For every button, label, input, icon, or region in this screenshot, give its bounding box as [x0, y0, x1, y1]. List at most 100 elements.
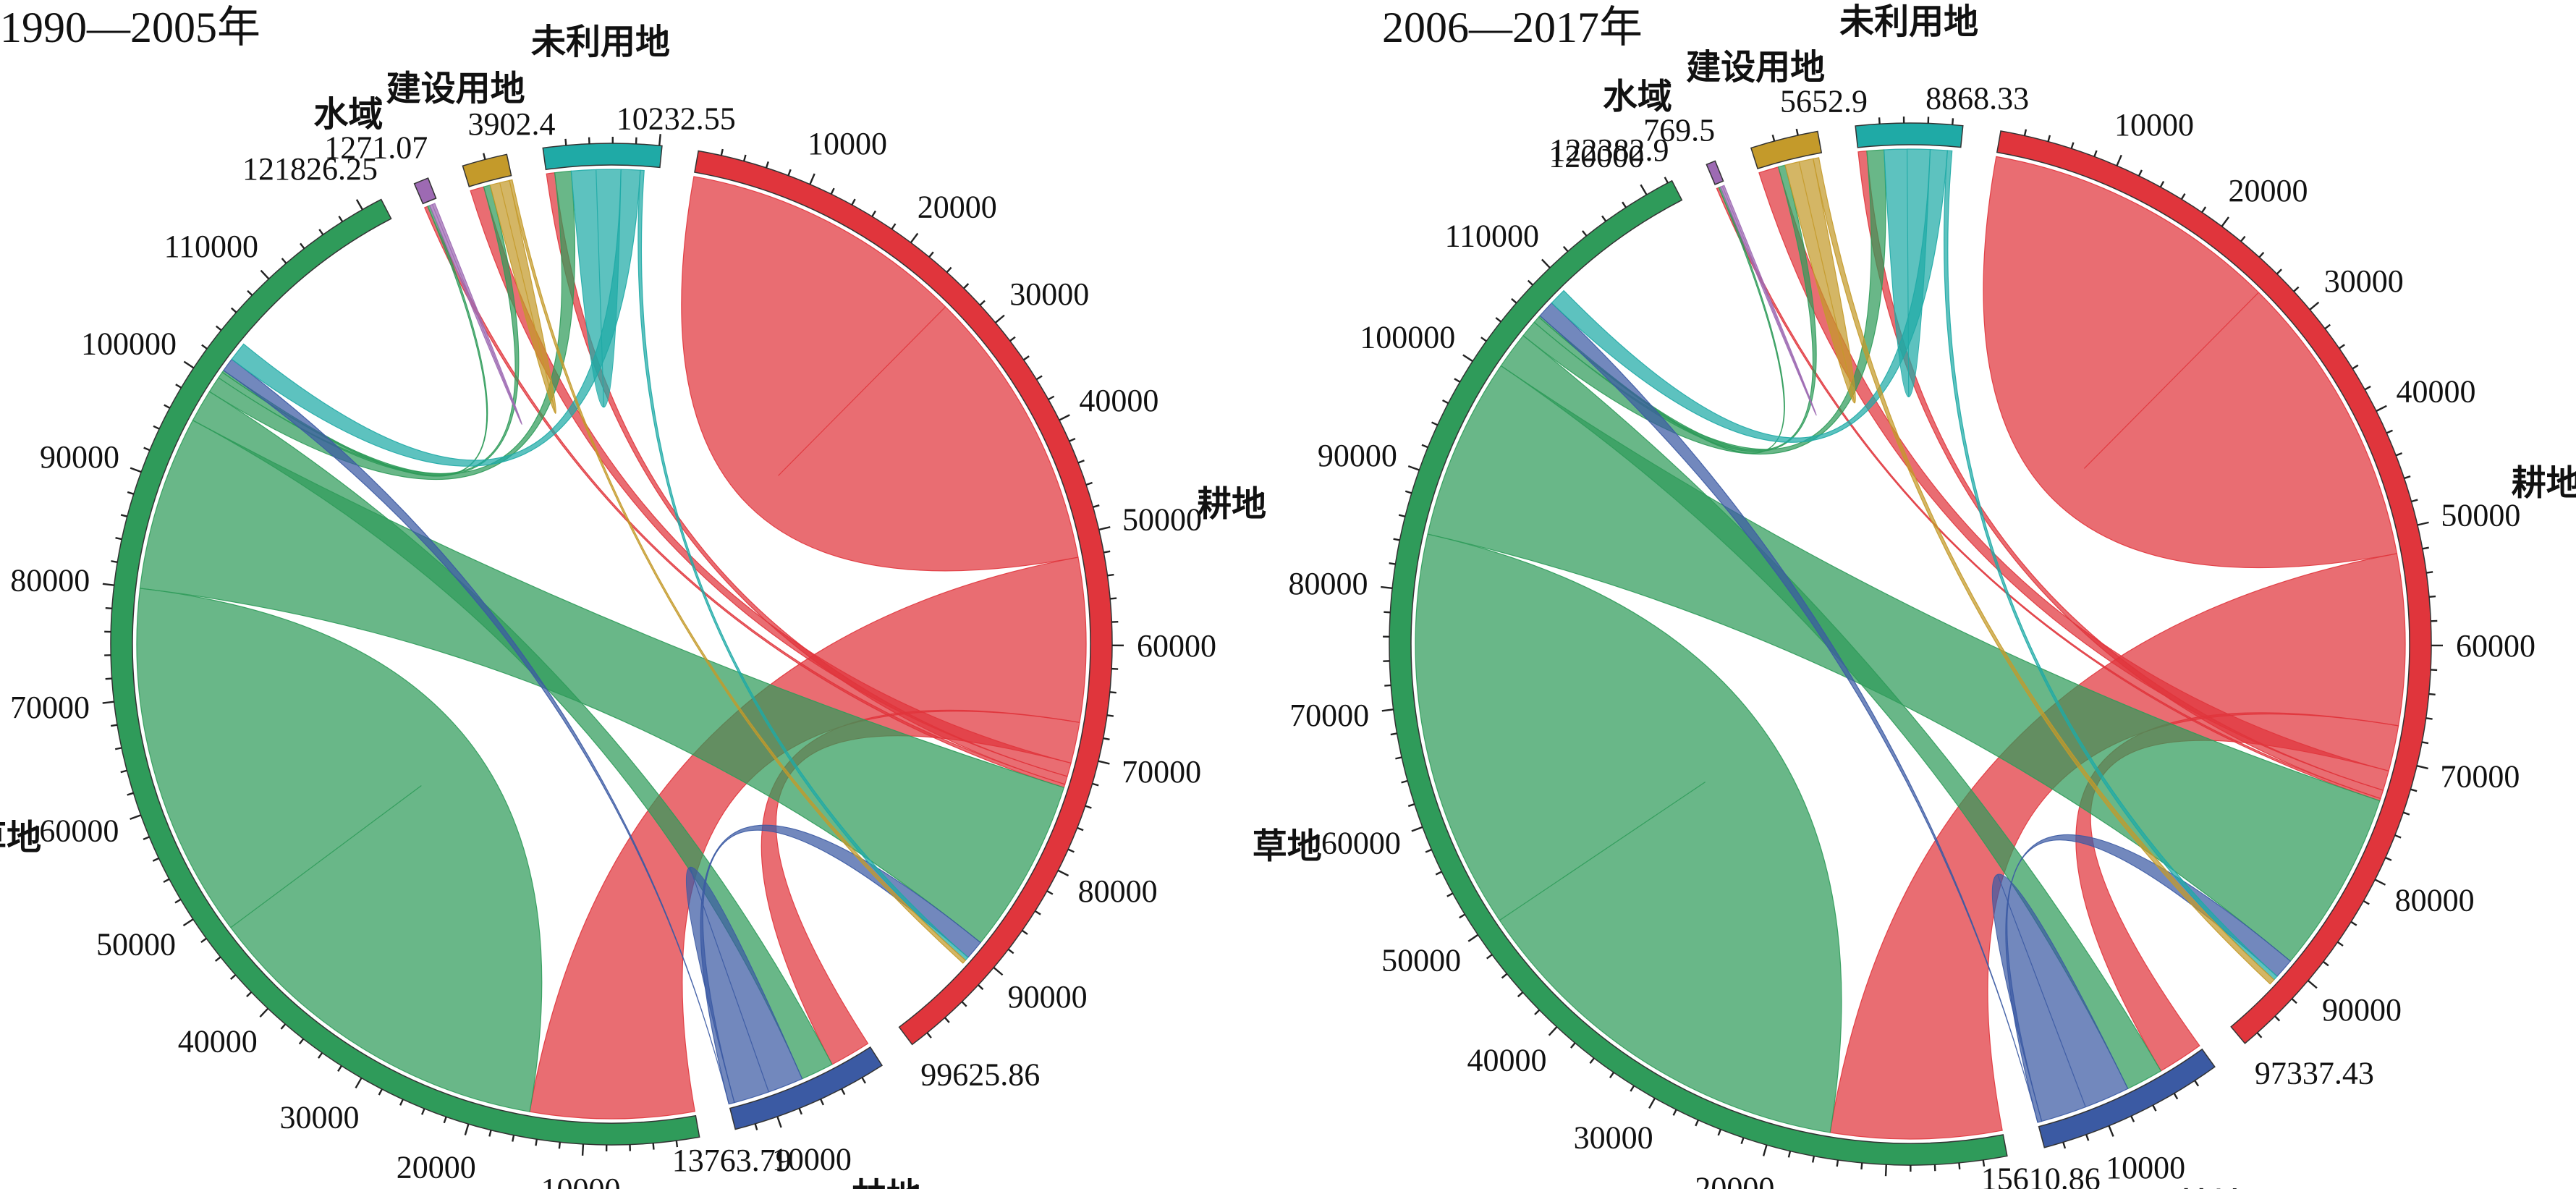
tick-mark [2291, 998, 2297, 1004]
tick-label: 90000 [1318, 438, 1397, 473]
tick-mark [102, 583, 114, 586]
tick-label: 60000 [1137, 628, 1216, 664]
tick-label: 40000 [178, 1024, 258, 1059]
tick-mark [338, 216, 344, 222]
group-total-label: 99625.86 [920, 1057, 1040, 1092]
chord-panel-1990-2005: 1990—2005年 10000 20000 30000 40000 50000 6000… [0, 4, 1266, 1189]
tick-mark [111, 560, 118, 563]
tick-mark [1398, 514, 1406, 517]
tick-mark [443, 1116, 447, 1124]
group-total-label: 1271.07 [324, 130, 428, 165]
tick-mark [2256, 1032, 2263, 1038]
tick-label: 30000 [280, 1099, 360, 1135]
chord-ribbon [637, 169, 969, 961]
tick-label: 60000 [2456, 628, 2535, 664]
tick-mark [1462, 354, 1473, 363]
tick-mark [564, 138, 567, 145]
tick-mark [2425, 717, 2433, 720]
tick-mark [851, 198, 856, 206]
tick-mark [421, 1108, 425, 1115]
tick-mark [2293, 286, 2300, 292]
tick-mark [1048, 395, 1055, 401]
group-arc [1750, 130, 1823, 169]
tick-mark [102, 701, 114, 704]
tick-mark [1534, 1009, 1541, 1015]
tick-mark [317, 1052, 323, 1059]
tick-mark [114, 747, 122, 750]
tick-label: 50000 [1122, 502, 1202, 538]
tick-mark [1441, 399, 1449, 405]
tick-mark [488, 1130, 492, 1137]
tick-mark [658, 134, 661, 146]
tick-mark [1740, 1137, 1745, 1145]
tick-mark [163, 878, 170, 884]
tick-mark [1384, 684, 1391, 687]
tick-mark [130, 467, 142, 473]
chord-ribbon [192, 391, 833, 1080]
group-name-label: 建设用地 [386, 69, 525, 109]
tick-mark [754, 1123, 758, 1130]
tick-mark [1511, 297, 1517, 304]
group-name-label: 林地 [852, 1176, 921, 1189]
tick-mark [143, 447, 151, 452]
tick-mark [2323, 960, 2329, 967]
chord-ribbon [423, 206, 1066, 788]
tick-mark [1648, 1097, 1656, 1109]
tick-mark [841, 1088, 846, 1096]
tick-mark [994, 314, 1005, 323]
group-total-label: 15610.86 [1981, 1161, 2101, 1189]
tick-mark [1106, 714, 1114, 717]
tick-mark [1067, 848, 1075, 853]
tick-mark [246, 991, 253, 997]
tick-mark [1059, 414, 1070, 421]
tick-mark [2276, 268, 2282, 275]
tick-label: 10000 [2114, 107, 2194, 143]
tick-mark [1695, 1120, 1700, 1127]
tick-mark [143, 836, 150, 841]
tick-mark [861, 1077, 866, 1084]
tick-mark [1407, 803, 1415, 808]
tick-label: 40000 [2396, 373, 2475, 409]
tick-mark [318, 229, 324, 235]
group-total-label: 97337.43 [2255, 1056, 2374, 1091]
tick-label: 120000 [1548, 139, 1644, 174]
tick-mark [229, 974, 237, 980]
tick-mark [201, 344, 208, 350]
tick-mark [260, 269, 270, 280]
tick-mark [993, 967, 1004, 976]
tick-mark [1390, 732, 1397, 736]
group-arc [542, 143, 663, 171]
tick-mark [1035, 375, 1043, 381]
tick-mark [2411, 499, 2418, 503]
group-total-label: 5652.9 [1780, 83, 1868, 119]
group-arc [1389, 179, 2008, 1166]
tick-mark [1486, 954, 1493, 960]
tick-mark [2258, 251, 2265, 258]
chord-group-arcs [1389, 122, 2432, 1166]
tick-mark [765, 161, 769, 169]
tick-mark [2324, 323, 2331, 330]
tick-mark [2221, 216, 2229, 227]
tick-mark [120, 514, 128, 517]
tick-mark [1581, 230, 1588, 237]
tick-mark [1425, 848, 1432, 853]
chord-ribbon [546, 172, 1068, 785]
chord-ribbons [1415, 148, 2406, 1140]
tick-mark [2130, 1115, 2135, 1122]
tick-mark [464, 1123, 470, 1135]
tick-mark [2274, 1015, 2281, 1022]
tick-mark [2352, 364, 2359, 370]
chord-ribbon [2005, 834, 2292, 1123]
tick-label: 90000 [40, 439, 119, 475]
tick-mark [1548, 1026, 1558, 1036]
tick-mark [2428, 595, 2436, 598]
tick-mark [1771, 134, 1776, 142]
group-total-label: 13763.79 [672, 1143, 792, 1178]
tick-mark [231, 307, 237, 313]
chord-ribbon [509, 179, 967, 964]
tick-label: 10000 [541, 1172, 620, 1189]
tick-mark [127, 792, 134, 796]
tick-mark [1562, 245, 1569, 253]
tick-mark [581, 1143, 585, 1156]
tick-mark [2364, 385, 2371, 391]
